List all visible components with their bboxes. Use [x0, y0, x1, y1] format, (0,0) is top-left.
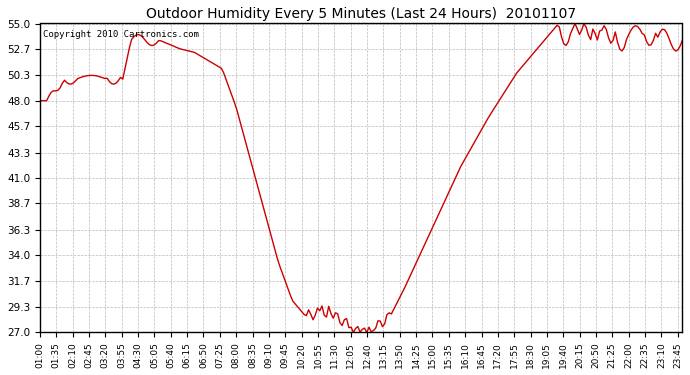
Text: Copyright 2010 Cartronics.com: Copyright 2010 Cartronics.com: [43, 30, 199, 39]
Title: Outdoor Humidity Every 5 Minutes (Last 24 Hours)  20101107: Outdoor Humidity Every 5 Minutes (Last 2…: [146, 7, 576, 21]
